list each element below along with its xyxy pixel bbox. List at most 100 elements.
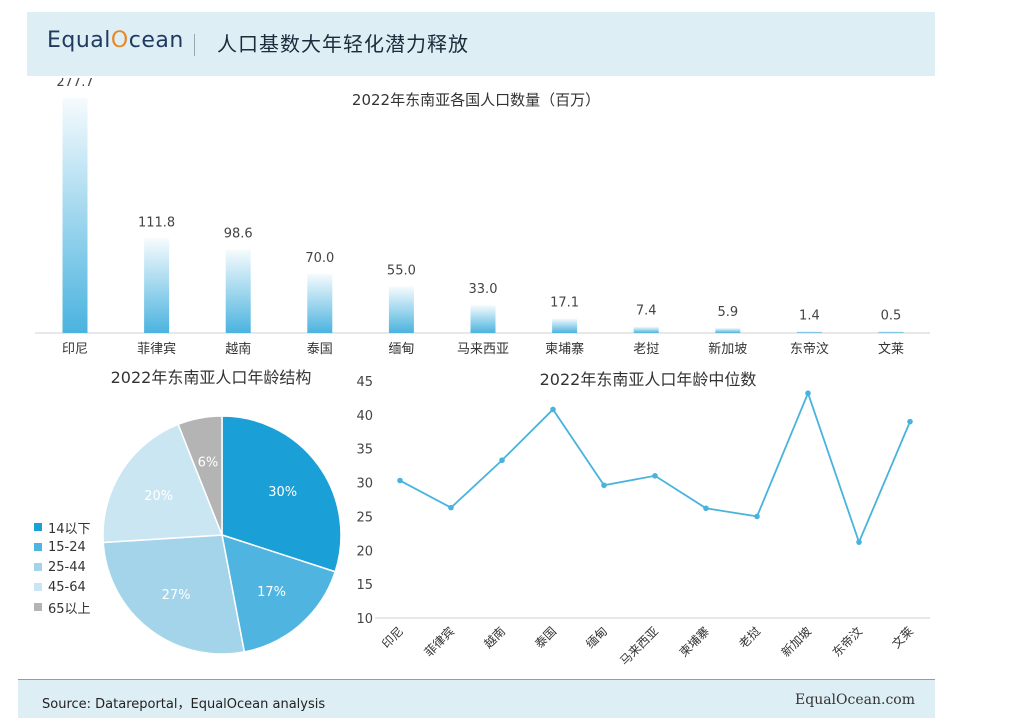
y-tick-label: 25 [356,510,373,525]
legend-item: 65以上 [34,597,91,617]
pie-slice-4 [177,415,223,536]
line-category-label: 越南 [481,624,509,652]
bar-category-label: 越南 [225,341,251,357]
y-tick-label: 45 [356,375,373,390]
legend-swatch [34,603,42,611]
bar-chart-title: 2022年东南亚各国人口数量（百万） [352,91,600,109]
pie-chart-title: 2022年东南亚人口年龄结构 [111,368,312,387]
legend-label: 25-44 [48,559,86,575]
pie-percent-label: 30% [268,485,297,500]
bar-value-label: 98.6 [224,227,253,242]
population-bar-chart: 2022年东南亚各国人口数量（百万） 277.7 印尼 111.8 菲律宾 98.6 越南 7… [35,78,930,357]
legend-swatch [34,523,42,531]
equalocean-logo: EqualOcean [47,28,184,53]
bar-3 [307,273,333,333]
legend-label: 45-64 [48,579,86,595]
pie-slice-1 [221,533,337,653]
line-point-9 [856,539,862,545]
bar-7 [633,326,659,333]
line-point-8 [805,390,811,396]
bar-0 [62,98,88,333]
line-point-4 [601,482,607,489]
bar-value-label: 33.0 [469,282,498,297]
legend-swatch [34,563,42,571]
bar-category-label: 印尼 [62,342,88,357]
source-note: Source: Datareportal，EqualOcean analysis [42,697,326,712]
line-point-0 [397,477,403,484]
line-point-6 [703,505,709,512]
bar-category-label: 菲律宾 [137,341,176,357]
y-tick-label: 40 [356,409,373,424]
bar-8 [715,328,741,333]
legend-swatch [34,583,42,591]
line-category-label: 文莱 [889,624,917,652]
bar-category-label: 新加坡 [708,341,747,357]
bar-value-label: 55.0 [387,263,416,278]
legend-item: 14以下 [34,517,91,537]
bar-category-label: 马来西亚 [457,342,509,357]
header-banner: EqualOcean 人口基数大年轻化潜力释放 [27,12,935,76]
median-age-line-chart: 2022年东南亚人口年龄中位数 10 15 20 25 30 35 40 45 印尼 菲律宾 越南 泰国… [356,370,930,668]
legend-item: 45-64 [34,577,91,597]
line-category-label: 柬埔寨 [676,624,712,660]
line-category-label: 泰国 [532,624,559,651]
bar-category-label: 文莱 [878,342,904,357]
y-tick-label: 30 [356,477,373,492]
y-tick-label: 10 [356,612,373,627]
pie-slice-0 [221,415,342,573]
bar-category-label: 东帝汶 [790,341,829,357]
bar-category-label: 老挝 [633,342,659,357]
pie-slice-3 [102,423,224,544]
header-divider [194,34,195,56]
bar-4 [388,286,414,333]
line-category-label: 菲律宾 [421,624,457,660]
line-point-3 [550,406,556,413]
line-chart-title: 2022年东南亚人口年龄中位数 [540,370,757,389]
pie-legend: 14以下 15-24 25-44 45-64 65以上 [34,517,91,617]
line-category-label: 缅甸 [583,624,610,651]
line-point-10 [907,418,913,425]
pie-percent-label: 27% [162,588,191,603]
bar-category-label: 柬埔寨 [545,341,584,357]
line-point-1 [448,504,454,511]
line-point-7 [754,513,760,520]
brand-mark: EqualOcean.com [795,692,915,708]
bar-5 [470,305,496,333]
page-title: 人口基数大年轻化潜力释放 [217,32,469,56]
y-tick-label: 20 [356,544,373,559]
y-tick-label: 35 [356,443,373,458]
bar-category-label: 泰国 [307,342,333,357]
legend-label: 14以下 [48,521,91,537]
bar-value-label: 0.5 [881,309,902,324]
bar-9 [796,331,822,333]
bar-category-label: 缅甸 [388,342,414,357]
bar-value-label: 111.8 [138,215,175,230]
pie-percent-label: 6% [198,455,219,470]
legend-label: 15-24 [48,539,86,555]
legend-label: 65以上 [48,601,91,617]
line-point-5 [652,473,658,479]
bar-2 [225,249,251,333]
line-category-label: 印尼 [379,624,406,651]
legend-swatch [34,543,42,551]
bar-value-label: 277.7 [56,78,93,90]
bar-value-label: 70.0 [305,251,334,266]
bar-value-label: 17.1 [550,296,579,311]
line-category-label: 东帝汶 [829,624,865,660]
bar-1 [144,238,170,333]
footer-bar: Source: Datareportal，EqualOcean analysis… [18,680,935,718]
pie-slice-2 [102,534,246,655]
bar-value-label: 5.9 [717,305,738,320]
legend-item: 15-24 [34,537,91,557]
y-tick-label: 15 [356,578,373,593]
bar-6 [552,318,578,333]
legend-item: 25-44 [34,557,91,577]
line-category-label: 马来西亚 [617,624,661,668]
line-category-label: 新加坡 [778,624,814,660]
bar-value-label: 1.4 [799,309,820,324]
bar-value-label: 7.4 [636,304,657,319]
median-age-line [399,390,911,545]
pie-percent-label: 20% [144,489,173,504]
pie-percent-label: 17% [257,585,286,600]
age-structure-pie-chart: 2022年东南亚人口年龄结构 30% 17% 27% 20% 6% [102,368,342,655]
